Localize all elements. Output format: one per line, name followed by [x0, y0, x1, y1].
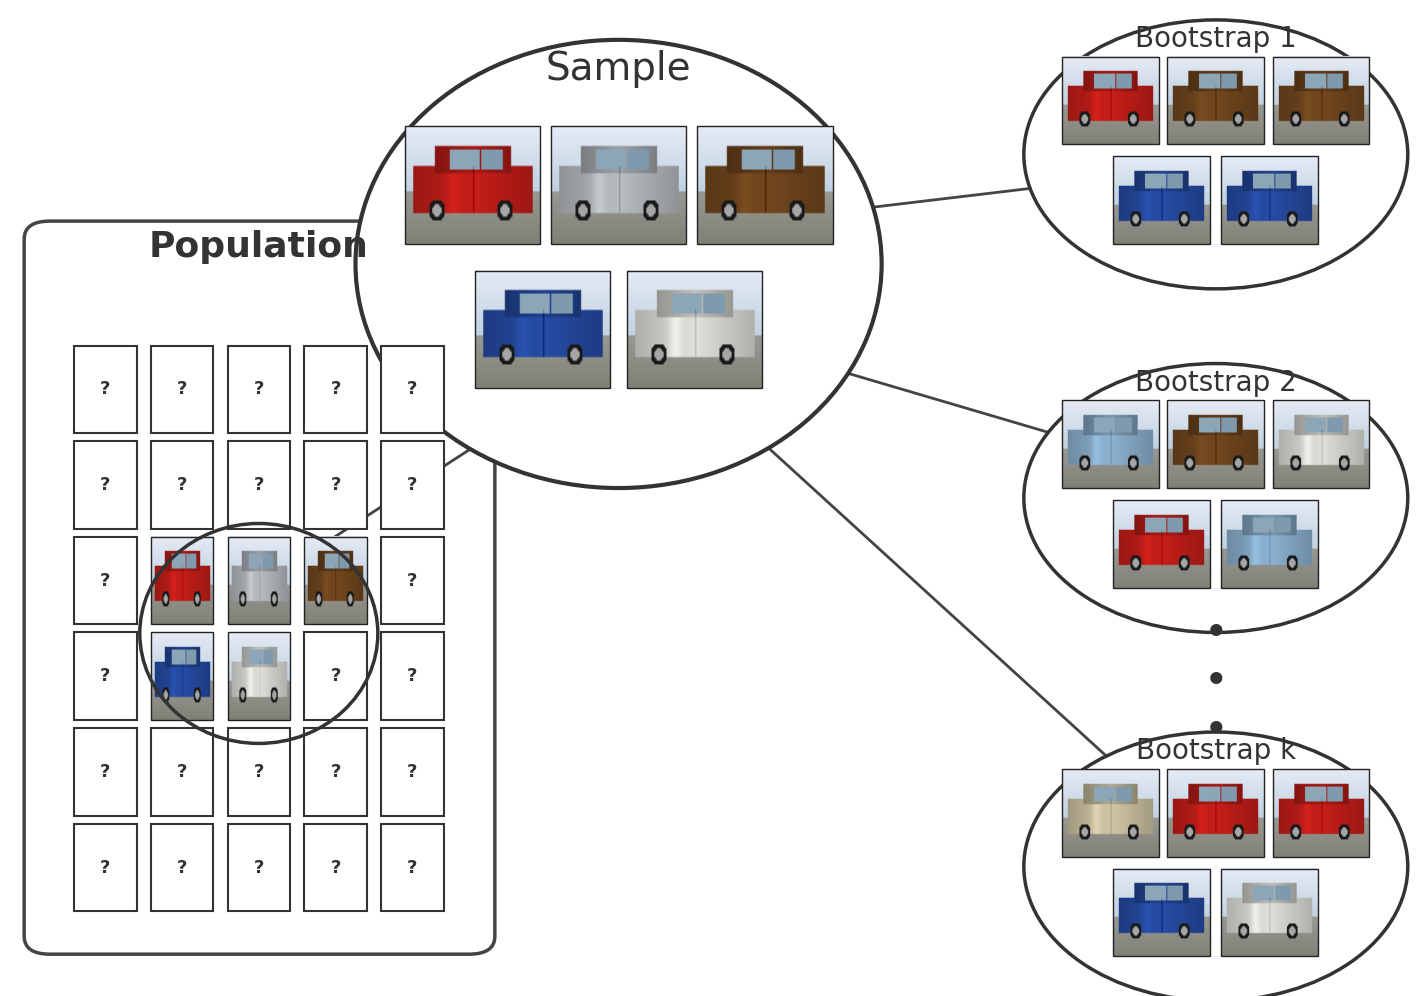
Text: ?: ? — [407, 859, 418, 876]
Bar — [1113, 156, 1210, 244]
Bar — [74, 346, 137, 433]
Text: Population: Population — [149, 230, 368, 264]
Text: ?: ? — [176, 380, 188, 398]
Bar — [151, 441, 213, 529]
Text: ?: ? — [100, 859, 111, 876]
Bar — [1167, 769, 1264, 857]
Text: ?: ? — [100, 380, 111, 398]
Bar — [1167, 57, 1264, 144]
Bar — [228, 537, 290, 624]
Bar — [151, 537, 213, 624]
Bar — [228, 632, 290, 720]
Text: ?: ? — [407, 763, 418, 781]
Bar — [304, 537, 367, 624]
Bar — [228, 728, 290, 816]
Bar — [1221, 869, 1318, 956]
Bar — [381, 346, 444, 433]
Bar — [1273, 57, 1369, 144]
Bar — [1167, 400, 1264, 488]
Text: ?: ? — [253, 763, 264, 781]
Text: ?: ? — [176, 763, 188, 781]
Bar — [74, 441, 137, 529]
Text: ?: ? — [407, 667, 418, 685]
Bar — [151, 632, 213, 720]
Bar — [381, 632, 444, 720]
Bar — [1221, 156, 1318, 244]
Bar — [1113, 869, 1210, 956]
Text: ?: ? — [253, 859, 264, 876]
Text: Bootstrap 1: Bootstrap 1 — [1135, 25, 1297, 53]
Text: ?: ? — [330, 380, 341, 398]
Bar — [1273, 769, 1369, 857]
Text: ?: ? — [330, 859, 341, 876]
Text: ?: ? — [253, 476, 264, 494]
Ellipse shape — [1024, 732, 1408, 996]
Text: •
•
•: • • • — [1203, 613, 1229, 752]
Bar — [1062, 769, 1159, 857]
Bar — [304, 824, 367, 911]
FancyBboxPatch shape — [24, 221, 495, 954]
Bar — [74, 537, 137, 624]
Bar — [304, 728, 367, 816]
Text: ?: ? — [100, 763, 111, 781]
Ellipse shape — [356, 40, 882, 488]
Bar — [381, 537, 444, 624]
Text: ?: ? — [100, 572, 111, 590]
Bar — [74, 632, 137, 720]
Bar — [627, 271, 762, 388]
Bar — [151, 824, 213, 911]
Bar — [404, 126, 539, 244]
Bar — [1273, 400, 1369, 488]
Text: ?: ? — [176, 859, 188, 876]
Text: ?: ? — [407, 380, 418, 398]
Bar — [151, 728, 213, 816]
Bar — [228, 346, 290, 433]
Bar — [228, 441, 290, 529]
Text: ?: ? — [253, 380, 264, 398]
Bar — [697, 126, 833, 244]
Bar — [74, 824, 137, 911]
Text: ?: ? — [407, 572, 418, 590]
Text: ?: ? — [100, 476, 111, 494]
Bar — [304, 346, 367, 433]
Bar — [381, 441, 444, 529]
Text: ?: ? — [176, 476, 188, 494]
Bar — [1062, 400, 1159, 488]
Bar — [151, 346, 213, 433]
Text: Sample: Sample — [546, 50, 691, 88]
Bar — [304, 632, 367, 720]
Bar — [381, 824, 444, 911]
Bar — [381, 728, 444, 816]
Text: ?: ? — [330, 476, 341, 494]
Text: ?: ? — [330, 667, 341, 685]
Text: Bootstrap k: Bootstrap k — [1136, 737, 1295, 765]
Bar — [552, 126, 687, 244]
Bar — [304, 441, 367, 529]
Bar — [228, 824, 290, 911]
Bar — [1221, 500, 1318, 588]
Text: ?: ? — [100, 667, 111, 685]
Bar — [1062, 57, 1159, 144]
Text: Bootstrap 2: Bootstrap 2 — [1135, 369, 1297, 396]
Bar — [74, 728, 137, 816]
Bar — [475, 271, 610, 388]
Text: ?: ? — [407, 476, 418, 494]
Text: ?: ? — [330, 763, 341, 781]
Bar — [1113, 500, 1210, 588]
Ellipse shape — [1024, 20, 1408, 289]
Ellipse shape — [1024, 364, 1408, 632]
